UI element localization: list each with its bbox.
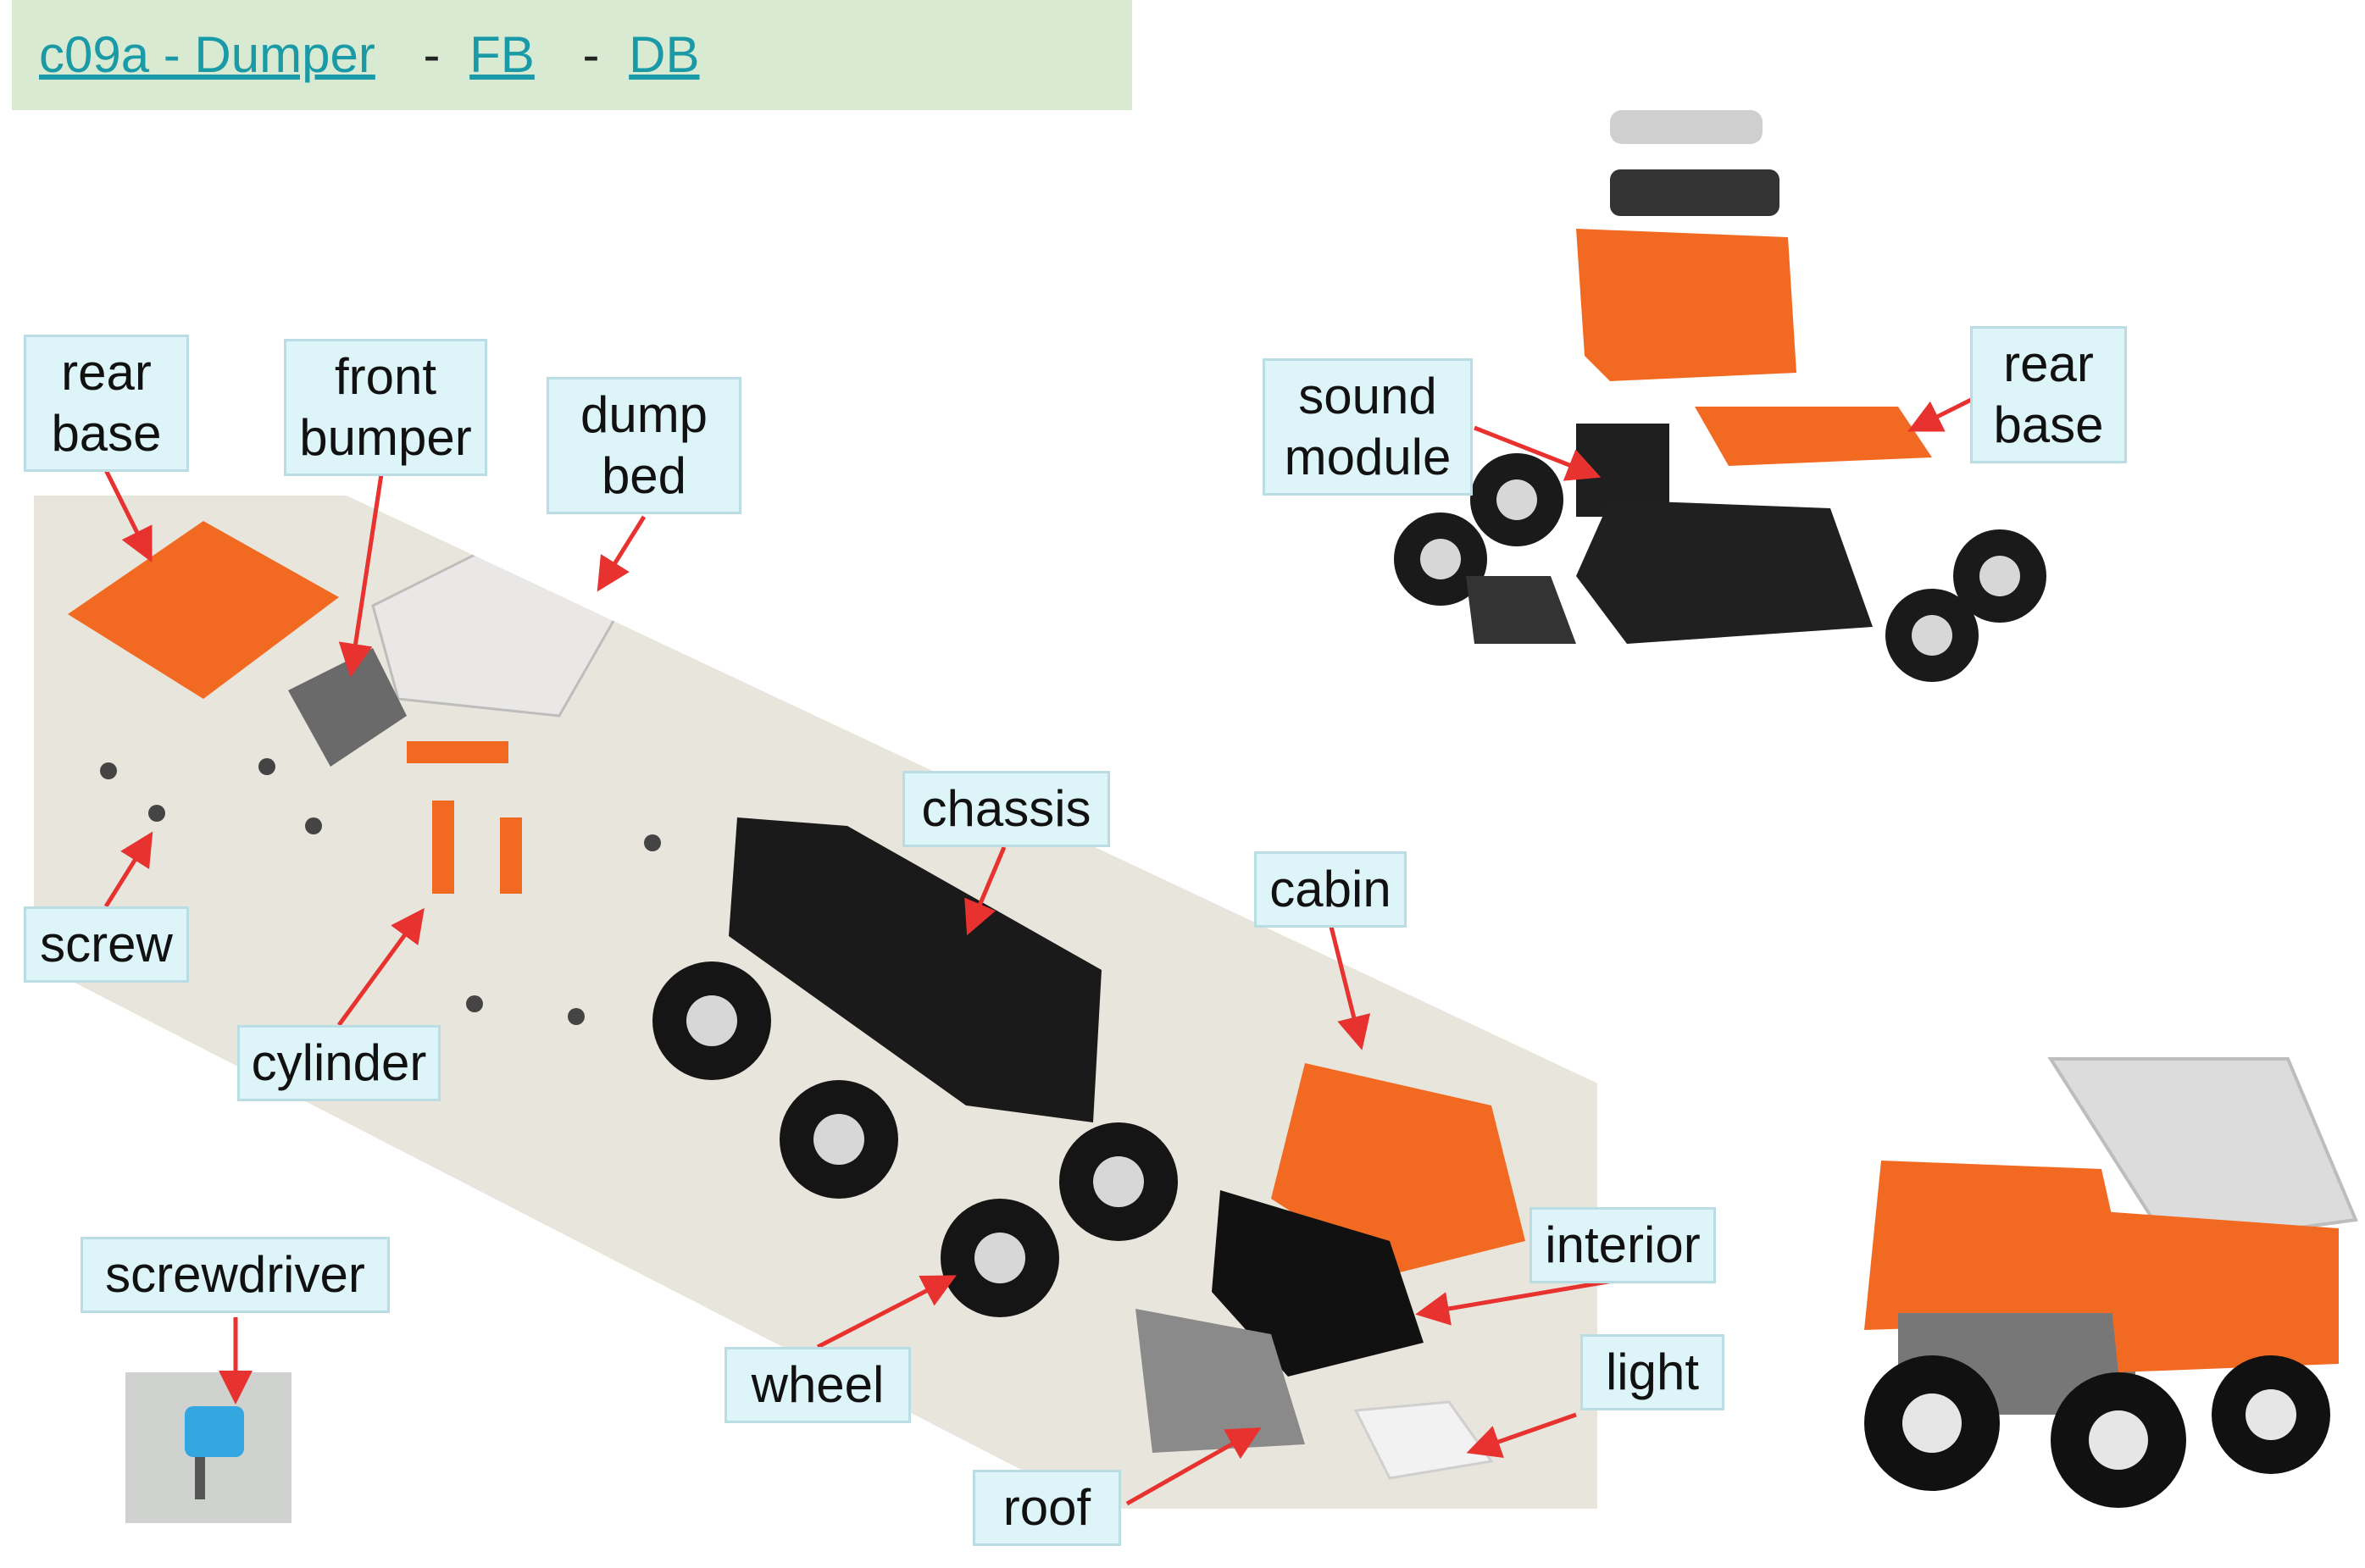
label-chassis: chassis xyxy=(902,771,1110,847)
interior-part xyxy=(1212,1190,1424,1377)
rear-base-exploded-part xyxy=(1695,407,1932,466)
label-screw: screw xyxy=(24,906,189,983)
screw-1 xyxy=(100,762,117,779)
label-dump-bed: dump bed xyxy=(547,377,741,514)
cylinder-1 xyxy=(407,741,508,763)
truck-body xyxy=(2101,1211,2339,1372)
exploded-diagram xyxy=(1394,110,2046,682)
light-bar-part xyxy=(1610,110,1763,144)
separator-2: - xyxy=(582,26,600,83)
screw-4 xyxy=(305,817,322,834)
label-wheel: wheel xyxy=(724,1347,911,1423)
label-rear-base-left: rear base xyxy=(24,335,189,472)
bumper-exploded-part xyxy=(1466,576,1576,644)
header-line: c09a - Dumper - FB - DB xyxy=(39,25,700,84)
screwdriver-handle xyxy=(185,1406,244,1457)
assembled-truck xyxy=(1864,1057,2358,1508)
label-rear-base-right: rear base xyxy=(1970,326,2127,463)
truck-cabin xyxy=(1864,1161,2135,1330)
header-bar: c09a - Dumper - FB - DB xyxy=(12,0,1132,110)
cylinder-2 xyxy=(432,801,454,894)
rear-base-part xyxy=(68,521,339,699)
label-sound-module: sound module xyxy=(1263,358,1473,496)
fb-link[interactable]: FB xyxy=(469,26,535,83)
cabin-exploded-part xyxy=(1576,229,1796,381)
label-light: light xyxy=(1580,1334,1724,1410)
truck-dump-bed xyxy=(2047,1057,2358,1248)
screwdriver-photo xyxy=(125,1372,291,1523)
light-part xyxy=(1353,1400,1494,1480)
screw-5 xyxy=(644,834,661,851)
parts-illustration xyxy=(68,521,1525,1480)
label-roof: roof xyxy=(973,1470,1121,1546)
label-interior: interior xyxy=(1529,1207,1716,1283)
chassis-part xyxy=(729,817,1102,1122)
label-screwdriver: screwdriver xyxy=(80,1237,390,1313)
separator-1: - xyxy=(423,26,441,83)
dump-bed-part xyxy=(371,528,629,718)
label-cylinder: cylinder xyxy=(237,1025,441,1101)
title-link[interactable]: c09a - Dumper xyxy=(39,26,375,83)
arrow-dump-bed xyxy=(597,515,647,592)
screw-2 xyxy=(148,805,165,822)
front-bumper-part xyxy=(288,648,407,767)
roof-part xyxy=(1135,1309,1305,1453)
label-cabin: cabin xyxy=(1254,851,1407,928)
screwdriver-illustration xyxy=(185,1406,244,1499)
screwdriver-shaft xyxy=(195,1457,205,1499)
label-front-bumper: front bumper xyxy=(284,339,487,476)
cylinder-3 xyxy=(500,817,522,894)
cabin-part xyxy=(1271,1063,1525,1275)
screw-3 xyxy=(258,758,275,775)
chassis-exploded-part xyxy=(1576,500,1873,644)
screw-6 xyxy=(466,995,483,1012)
db-link[interactable]: DB xyxy=(629,26,700,83)
roof-plate-part xyxy=(1610,169,1779,216)
screw-7 xyxy=(568,1008,585,1025)
